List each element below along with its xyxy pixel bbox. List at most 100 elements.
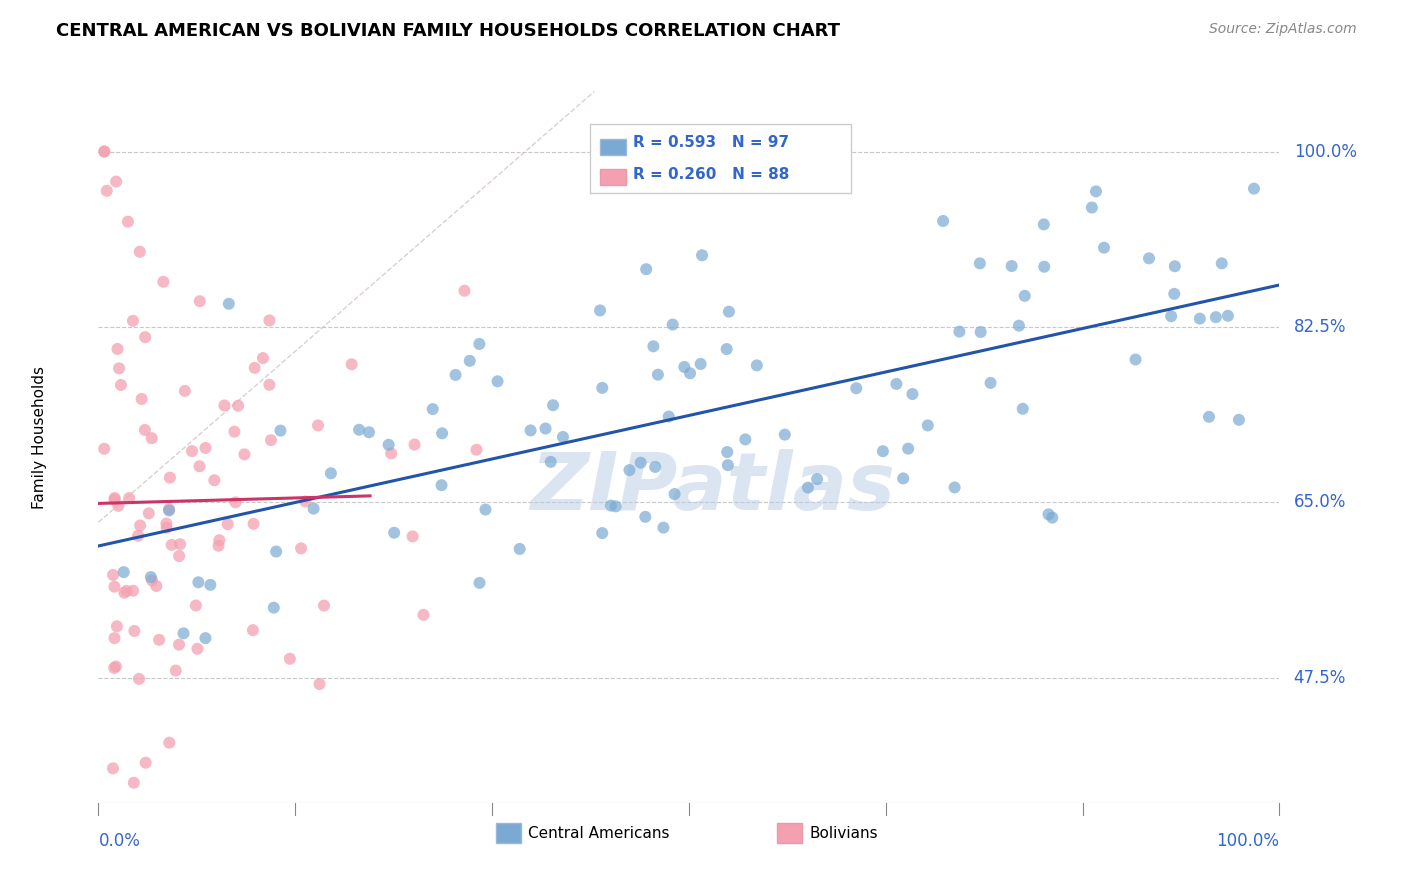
Point [468, 337, 491, 351]
Point [202, 473, 225, 487]
Point [157, 503, 180, 517]
Point [138, 507, 160, 521]
Point [115, 583, 138, 598]
Point [194, 441, 217, 455]
Point [1198, 409, 1220, 424]
Point [872, 444, 894, 458]
Point [1243, 181, 1265, 195]
Point [948, 325, 970, 339]
Point [643, 339, 665, 353]
Point [717, 458, 740, 472]
Point [474, 502, 496, 516]
Point [194, 631, 217, 645]
Point [932, 214, 955, 228]
Point [200, 578, 222, 592]
Point [897, 442, 920, 456]
Point [207, 539, 229, 553]
Point [636, 262, 658, 277]
Point [1032, 218, 1054, 232]
Point [217, 517, 239, 532]
Point [252, 351, 274, 365]
Point [302, 501, 325, 516]
Point [167, 638, 190, 652]
Point [430, 426, 453, 441]
Point [347, 423, 370, 437]
Point [1164, 259, 1187, 273]
Text: R = 0.593   N = 97: R = 0.593 N = 97 [634, 136, 790, 150]
Point [1163, 286, 1185, 301]
Text: Source: ZipAtlas.com: Source: ZipAtlas.com [1209, 22, 1357, 37]
Point [1008, 318, 1031, 333]
Point [797, 481, 820, 495]
Point [188, 459, 211, 474]
Point [224, 425, 246, 439]
Point [187, 575, 209, 590]
Point [380, 446, 402, 460]
Point [652, 521, 675, 535]
Point [142, 826, 165, 840]
Point [1125, 352, 1147, 367]
Point [259, 377, 281, 392]
Point [453, 284, 475, 298]
Point [647, 368, 669, 382]
Point [129, 518, 152, 533]
Point [218, 297, 240, 311]
Point [134, 423, 156, 437]
Point [159, 470, 181, 484]
Point [135, 756, 157, 770]
Point [1137, 252, 1160, 266]
Point [148, 632, 170, 647]
Point [184, 599, 207, 613]
Point [1188, 311, 1211, 326]
Point [1001, 259, 1024, 273]
Point [540, 455, 562, 469]
Point [117, 214, 139, 228]
Point [103, 580, 125, 594]
Point [277, 826, 299, 840]
Point [943, 480, 966, 494]
Point [290, 541, 312, 556]
Point [1205, 310, 1227, 325]
Point [404, 437, 426, 451]
Point [214, 399, 236, 413]
Point [422, 402, 444, 417]
Point [242, 516, 264, 531]
Point [93, 145, 115, 159]
Point [118, 491, 141, 505]
Point [93, 145, 115, 159]
Point [307, 418, 329, 433]
Text: Family Households: Family Households [32, 366, 46, 508]
Point [340, 357, 363, 371]
Text: 82.5%: 82.5% [1294, 318, 1346, 336]
Point [128, 672, 150, 686]
Point [107, 342, 129, 356]
Point [93, 442, 115, 456]
Point [112, 586, 135, 600]
Point [127, 529, 149, 543]
Point [716, 445, 738, 459]
Point [112, 565, 135, 579]
Point [969, 325, 991, 339]
Point [465, 442, 488, 457]
Point [103, 492, 125, 507]
Point [690, 248, 713, 262]
Point [901, 387, 924, 401]
Point [104, 659, 127, 673]
Point [486, 374, 509, 388]
Point [181, 444, 204, 458]
Point [519, 424, 541, 438]
Point [122, 776, 145, 790]
Point [689, 357, 711, 371]
Point [891, 471, 914, 485]
Text: Bolivians: Bolivians [810, 826, 877, 840]
Point [101, 568, 124, 582]
Point [679, 366, 702, 380]
Point [169, 537, 191, 551]
Point [103, 661, 125, 675]
Point [157, 736, 180, 750]
Point [122, 583, 145, 598]
Point [377, 438, 399, 452]
Point [541, 398, 564, 412]
Point [1081, 201, 1104, 215]
Point [259, 313, 281, 327]
